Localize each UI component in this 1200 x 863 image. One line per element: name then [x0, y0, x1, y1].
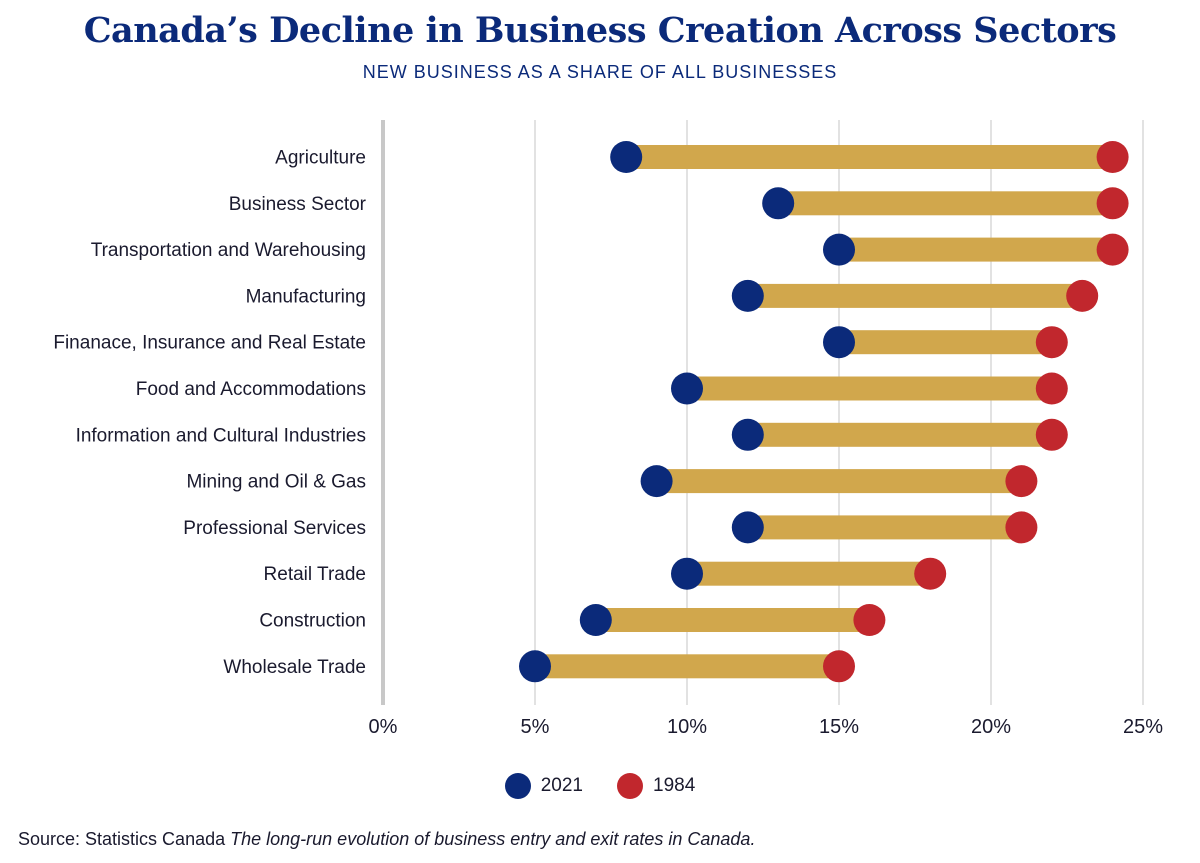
dot-2021 — [671, 372, 703, 405]
dot-1984 — [1096, 233, 1129, 266]
source-note: Source: Statistics Canada The long-run e… — [18, 829, 755, 850]
dot-2021 — [610, 141, 643, 173]
x-tick-label: 20% — [971, 716, 1011, 738]
range-bar — [839, 237, 1113, 262]
dot-1984 — [1035, 372, 1068, 405]
x-tick-label: 5% — [521, 716, 550, 738]
dot-2021 — [731, 511, 764, 544]
dot-2021 — [823, 326, 855, 359]
dot-1984 — [1035, 326, 1068, 359]
dot-1984 — [823, 650, 855, 683]
range-bar — [626, 145, 1113, 169]
x-tick-label: 15% — [819, 716, 859, 738]
x-tick-label: 0% — [369, 716, 398, 738]
range-bar — [839, 330, 1052, 355]
dot-1984 — [1005, 465, 1038, 498]
category-label: Manufacturing — [246, 286, 366, 307]
range-bar — [687, 561, 931, 586]
category-label: Food and Accommodations — [136, 379, 366, 400]
category-label: Mining and Oil & Gas — [186, 472, 366, 493]
legend-item-1984: 1984 — [617, 773, 695, 799]
category-label: Finanace, Insurance and Real Estate — [53, 333, 366, 354]
range-bar — [535, 654, 839, 679]
chart-subtitle: NEW BUSINESS AS A SHARE OF ALL BUSINESSE… — [362, 62, 838, 82]
range-bar — [656, 469, 1022, 494]
legend-item-2021: 2021 — [504, 773, 583, 799]
dot-2021 — [731, 418, 764, 451]
x-tick-label: 25% — [1123, 716, 1163, 738]
legend: 2021 1984 — [0, 773, 1200, 799]
category-label: Information and Cultural Industries — [76, 425, 366, 446]
x-tick-label: 10% — [667, 716, 707, 738]
dot-1984 — [1096, 141, 1129, 173]
legend-dot-1984 — [617, 773, 643, 799]
dot-1984 — [1035, 418, 1068, 451]
dot-1984 — [1066, 279, 1099, 312]
range-bar — [687, 376, 1052, 401]
category-label: Transportation and Warehousing — [91, 240, 366, 261]
category-label: Retail Trade — [264, 564, 366, 585]
dot-2021 — [762, 187, 795, 220]
legend-dot-2021 — [504, 773, 531, 799]
range-bar — [747, 515, 1022, 540]
range-bar — [595, 608, 870, 632]
range-bar — [747, 283, 1083, 308]
dot-2021 — [519, 650, 551, 683]
range-bar — [778, 191, 1113, 216]
dot-2021 — [640, 465, 673, 498]
dot-1984 — [853, 604, 886, 636]
dot-2021 — [671, 557, 703, 590]
chart-title: Canada’s Decline in Business Creation Ac… — [83, 10, 1117, 51]
category-label: Agriculture — [275, 148, 366, 169]
legend-label-1984: 1984 — [653, 775, 696, 796]
source-title: The long-run evolution of business entry… — [230, 829, 756, 849]
range-bar — [747, 422, 1052, 447]
category-label: Professional Services — [183, 518, 366, 539]
dot-2021 — [823, 233, 855, 266]
category-label: Wholesale Trade — [223, 657, 366, 678]
source-prefix: Source: Statistics Canada — [18, 829, 226, 849]
category-label: Construction — [259, 611, 366, 632]
dot-1984 — [914, 557, 947, 590]
dot-2021 — [731, 279, 764, 312]
dot-2021 — [579, 604, 612, 636]
legend-label-2021: 2021 — [540, 775, 583, 796]
category-label: Business Sector — [229, 194, 367, 215]
dot-1984 — [1005, 511, 1038, 544]
dot-1984 — [1096, 187, 1129, 220]
